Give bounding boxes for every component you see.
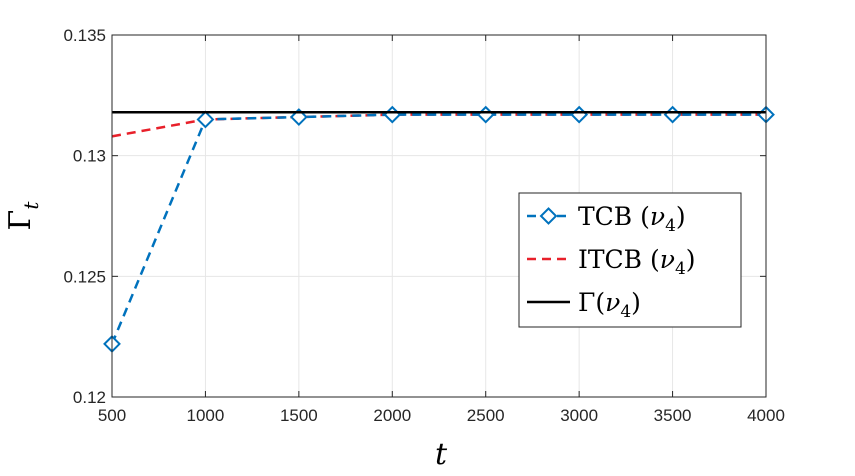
legend-items: TCB (ν4)ITCB (ν4)Γ(ν4) <box>527 202 696 322</box>
legend: TCB (ν4)ITCB (ν4)Γ(ν4) <box>518 192 742 328</box>
legend-label-sub: 4 <box>675 259 686 279</box>
x-tick-label: 1500 <box>280 406 318 425</box>
legend-label-symbol: ν <box>605 288 620 317</box>
y-axis-label: Γt <box>3 201 43 231</box>
legend-label-end: ) <box>676 202 686 231</box>
legend-label-symbol: ν <box>660 245 675 274</box>
legend-label-main: TCB ( <box>578 202 650 231</box>
x-tick-label: 500 <box>98 406 126 425</box>
x-tick-label: 1000 <box>187 406 225 425</box>
legend-label-1: ITCB (ν4) <box>578 245 696 279</box>
legend-label-0: TCB (ν4) <box>578 202 686 236</box>
plot-frame <box>111 34 767 398</box>
legend-label-main: ITCB ( <box>578 245 660 274</box>
y-tick-label: 0.13 <box>73 147 106 166</box>
series-line-0 <box>110 113 766 345</box>
ticks <box>111 34 767 398</box>
legend-label-end: ) <box>686 245 696 274</box>
y-tick-label: 0.12 <box>73 388 106 407</box>
x-axis-label: t <box>435 437 448 472</box>
legend-label-end: ) <box>631 288 641 317</box>
x-tick-label: 3500 <box>654 406 692 425</box>
tick-labels: 500 1000 1500 2000 2500 3000 3500 4000 0.12 0.125… <box>63 26 784 425</box>
y-tick-label: 0.135 <box>63 26 106 45</box>
data-point <box>196 110 215 129</box>
y-axis-label-main: Γ <box>3 210 38 231</box>
series-layer <box>103 105 775 353</box>
legend-label-symbol: ν <box>650 202 665 231</box>
y-axis-label-sub: t <box>19 201 43 210</box>
legend-label-2: Γ(ν4) <box>578 288 641 322</box>
y-tick-label: 0.125 <box>63 267 106 286</box>
legend-marker <box>539 207 558 225</box>
x-tick-label: 3000 <box>560 406 598 425</box>
legend-label-sub: 4 <box>665 216 676 236</box>
x-tick-label: 2500 <box>467 406 505 425</box>
x-tick-label: 4000 <box>747 406 785 425</box>
legend-label-sub: 4 <box>620 302 631 322</box>
x-tick-label: 2000 <box>373 406 411 425</box>
legend-label-main: Γ( <box>578 288 605 317</box>
